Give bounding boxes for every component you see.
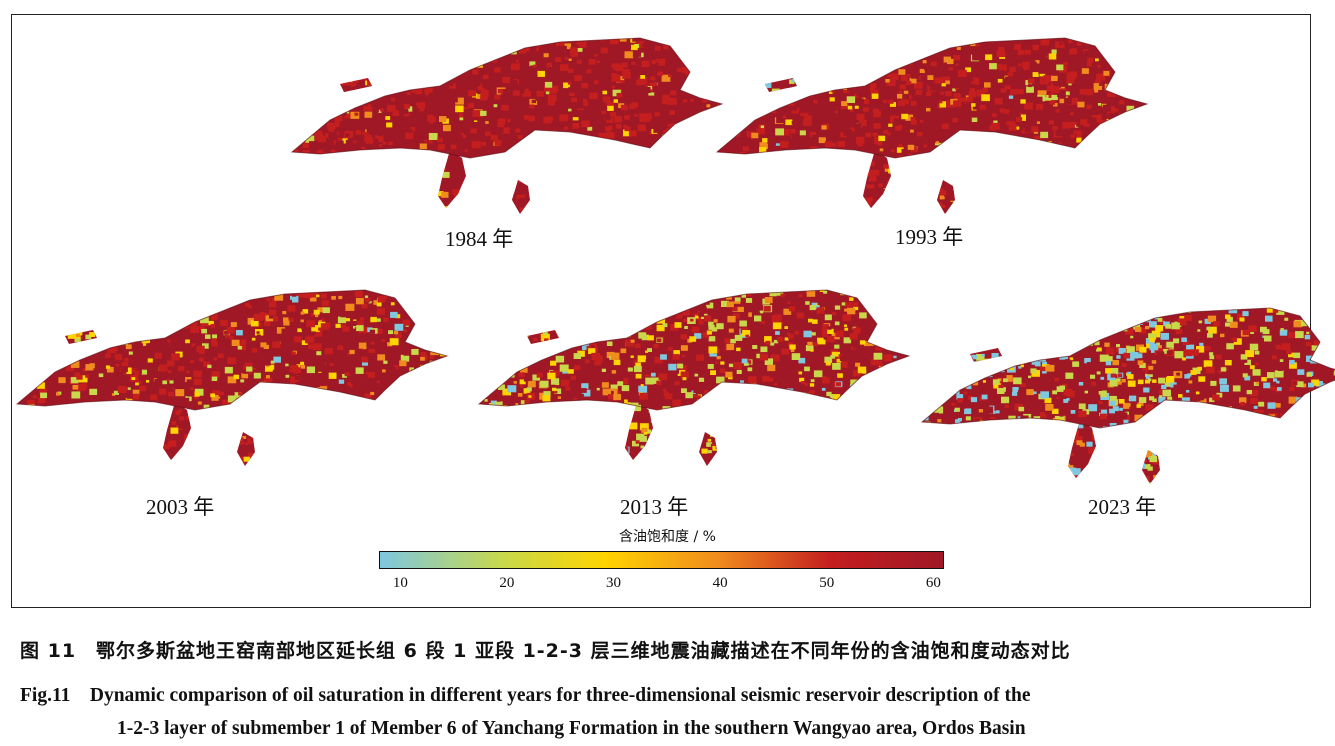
colorbar-title: 含油饱和度 / % — [619, 529, 716, 545]
map-panel-2023 — [920, 307, 1335, 484]
colorbar-tick-label: 60 — [925, 575, 941, 591]
colorbar-tick-label: 30 — [606, 575, 622, 591]
year-label-2013: 2013 年 — [620, 495, 689, 519]
map-panel-1984 — [290, 37, 724, 214]
colorbar — [379, 551, 944, 569]
caption-en-line2: 1-2-3 layer of submember 1 of Member 6 o… — [117, 718, 1026, 739]
map-panel-1993 — [715, 37, 1149, 214]
caption-en-line1: Fig.11 Dynamic comparison of oil saturat… — [20, 685, 1031, 706]
year-label-1993: 1993 年 — [895, 225, 964, 249]
colorbar-tick-label: 50 — [819, 575, 835, 591]
year-label-2003: 2003 年 — [146, 495, 215, 519]
map-panel-2013 — [477, 289, 911, 466]
map-panel-2003 — [15, 289, 449, 466]
year-label-2023: 2023 年 — [1088, 495, 1157, 519]
colorbar-tick-label: 10 — [392, 575, 408, 591]
saturation-maps — [15, 37, 1335, 484]
colorbar-tick-label: 20 — [499, 575, 515, 591]
caption-cn: 图 11 鄂尔多斯盆地王窑南部地区延长组 6 段 1 亚段 1-2-3 层三维地… — [20, 640, 1071, 662]
colorbar-tick-label: 40 — [712, 575, 728, 591]
year-label-1984: 1984 年 — [445, 227, 514, 251]
